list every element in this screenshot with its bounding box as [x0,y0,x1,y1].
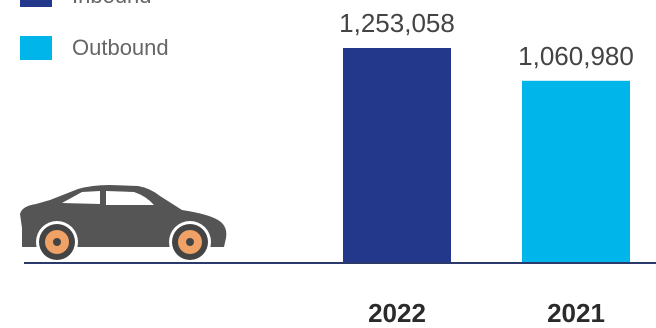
legend-label-inbound: Inbound [72,0,152,8]
bars-group [343,48,630,263]
bar-2021 [522,80,630,263]
car-wheel-rear [39,224,75,260]
legend-label-outbound: Outbound [72,35,169,60]
car-wheel-front [172,224,208,260]
category-label-2022: 2022 [368,298,426,328]
value-label-2021: 1,060,980 [518,41,634,71]
legend-swatch-outbound [20,36,52,60]
legend: Inbound Outbound [20,0,169,60]
car-window-rear [62,191,100,204]
car-window-front [106,191,154,205]
car-icon [20,185,227,263]
category-label-2021: 2021 [547,298,605,328]
bar-2022 [343,48,451,262]
legend-swatch-inbound [20,0,52,7]
value-label-2022: 1,253,058 [339,8,455,38]
value-labels-group: 1,253,058 1,060,980 [339,8,634,71]
category-labels-group: 2022 2021 [368,298,605,328]
